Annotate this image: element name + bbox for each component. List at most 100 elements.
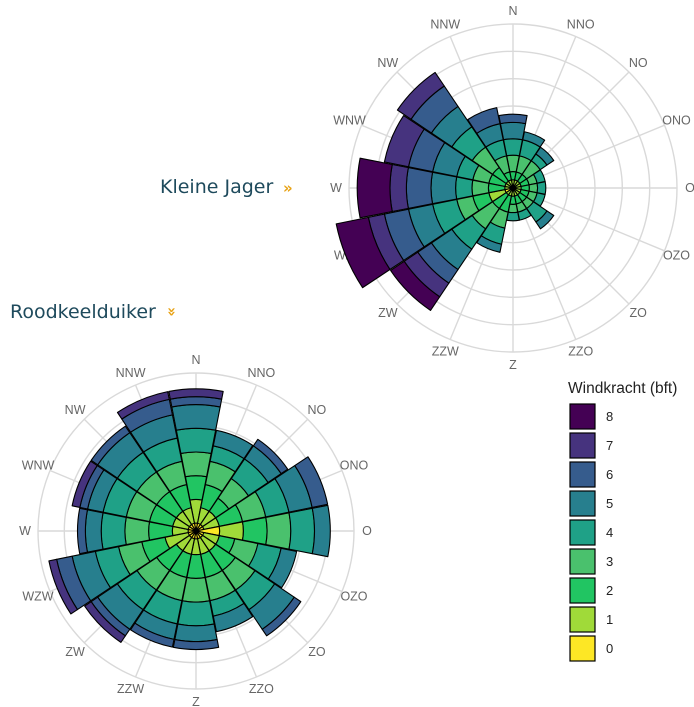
rose-segment-roodkeelduiker-n-bft3 [180,451,212,478]
rose-segment-roodkeelduiker-z-bft3 [181,576,211,603]
legend-swatch-2 [569,577,596,604]
direction-label-n: N [191,353,200,367]
rose-segment-roodkeelduiker-o-bft5 [311,504,331,558]
rose-segment-kleine-jager-wnw-bft7 [383,114,425,168]
legend-swatch-5 [569,490,596,517]
direction-label-w: W [330,181,342,195]
legend-swatch-6 [569,461,596,488]
direction-label-zo: ZO [630,306,648,320]
direction-label-no: NO [308,403,327,417]
rose-segment-kleine-jager-zw-bft8 [390,260,441,311]
rose-segment-roodkeelduiker-wzw-bft7 [48,558,79,615]
rose-segment-kleine-jager-zo-bft5 [535,210,555,230]
rose-segment-roodkeelduiker-no-bft6 [252,438,289,475]
legend-label-5: 5 [606,496,613,511]
rose-segment-roodkeelduiker-z-bft4 [177,600,215,627]
direction-label-zw: ZW [378,306,398,320]
rose-segment-roodkeelduiker-o-bft3 [265,512,292,550]
title-kleine-jager[interactable]: Kleine Jager [160,176,273,198]
direction-label-wnw: WNW [333,113,366,127]
rose-segment-kleine-jager-w-bft8 [356,157,393,219]
rose-segment-kleine-jager-n-bft5 [499,121,527,141]
legend-label-0: 0 [606,641,613,656]
direction-label-nw: NW [65,403,86,417]
direction-label-nw: NW [377,56,398,70]
rose-segment-kleine-jager-n-bft6 [498,113,528,125]
rose-segment-kleine-jager-nw-bft7 [396,71,445,120]
legend-title: Windkracht (bft) [568,380,677,397]
legend-swatch-8 [569,403,596,430]
collapse-arrow-icon[interactable]: » [163,307,181,317]
rose-segment-roodkeelduiker-nw-bft6 [90,425,131,466]
rose-segment-kleine-jager-o-bft4 [536,181,547,195]
direction-label-zzw: ZZW [117,682,144,696]
legend-label-2: 2 [606,583,613,598]
rose-segment-kleine-jager-w-bft5 [430,171,458,205]
legend-swatch-3 [569,548,596,575]
rose-segment-roodkeelduiker-w-bft3 [124,516,151,546]
rose-segment-kleine-jager-no-bft5 [535,146,555,166]
rose-segment-roodkeelduiker-nnw-bft7 [116,391,170,420]
direction-label-zw: ZW [65,645,85,659]
direction-label-nnw: NNW [430,18,460,32]
legend-swatch-7 [569,432,596,459]
rose-segment-roodkeelduiker-zzo-bft5 [212,602,254,633]
rose-segment-kleine-jager-w-bft4 [455,176,474,200]
rose-segment-kleine-jager-nno-bft5 [522,131,546,148]
rose-segment-roodkeelduiker-zw-bft7 [84,601,126,643]
rose-segment-roodkeelduiker-nno-bft5 [212,429,254,460]
direction-label-no: NO [629,56,648,70]
rose-segment-roodkeelduiker-wnw-bft7 [71,460,98,508]
rose-segment-kleine-jager-z-bft4 [506,211,520,222]
legend-label-7: 7 [606,438,613,453]
legend-swatch-0 [569,635,596,662]
direction-label-ono: ONO [662,113,691,127]
direction-label-zzo: ZZO [568,345,593,359]
direction-label-zzo: ZZO [249,682,274,696]
rose-segment-roodkeelduiker-ozo-bft5 [267,547,298,589]
rose-segment-roodkeelduiker-w-bft4 [100,512,127,550]
expand-arrow-icon[interactable]: » [283,179,293,197]
direction-label-z: Z [509,358,517,372]
direction-label-nnw: NNW [116,366,146,380]
direction-label-nno: NNO [567,18,595,32]
rose-segment-kleine-jager-w-bft7 [389,163,409,213]
legend: Windkracht (bft) 8 7 6 5 4 3 2 1 0 [568,380,677,662]
rose-segment-roodkeelduiker-o-bft4 [288,507,316,555]
rose-segment-roodkeelduiker-zzw-bft6 [130,622,175,648]
direction-label-o: O [362,524,372,538]
rose-segment-kleine-jager-wzw-bft8 [335,216,391,289]
rose-segment-kleine-jager-w-bft6 [405,167,434,209]
rose-segment-kleine-jager-nnw-bft6 [467,107,501,134]
rose-segment-roodkeelduiker-z-bft5 [174,623,218,643]
direction-label-wzw: WZW [22,589,53,603]
direction-label-zo: ZO [308,645,326,659]
legend-label-8: 8 [606,409,613,424]
legend-label-1: 1 [606,612,613,627]
direction-label-o: O [685,181,694,195]
legend-label-4: 4 [606,525,613,540]
direction-label-nno: NNO [248,366,276,380]
rose-segment-roodkeelduiker-o-bft2 [241,516,268,546]
rose-segment-roodkeelduiker-n-bft4 [175,427,217,455]
rose-segment-roodkeelduiker-zo-bft6 [261,596,302,637]
title-roodkeelduiker[interactable]: Roodkeelduiker [10,301,156,323]
rose-segment-roodkeelduiker-ono-bft6 [294,456,329,508]
rose-segment-roodkeelduiker-z-bft6 [172,639,220,651]
direction-label-z: Z [192,695,200,707]
legend-swatch-4 [569,519,596,546]
rose-segment-roodkeelduiker-w-bft6 [76,507,88,555]
legend-swatch-1 [569,606,596,633]
wind-rose-roodkeelduiker: N NNO NO ONO O OZO ZO ZZO Z ZZW ZW WZW W WNW NW NNW [19,353,372,707]
rose-segment-roodkeelduiker-n-bft5 [171,404,221,431]
direction-label-ono: ONO [340,459,369,473]
rose-segment-roodkeelduiker-n-bft7 [168,388,224,400]
direction-label-n: N [508,4,517,18]
rose-segment-roodkeelduiker-w-bft5 [84,509,104,553]
legend-label-3: 3 [606,554,613,569]
direction-label-zzw: ZZW [432,345,459,359]
direction-label-ozo: OZO [663,249,690,263]
direction-label-w: W [19,524,31,538]
legend-label-6: 6 [606,467,613,482]
